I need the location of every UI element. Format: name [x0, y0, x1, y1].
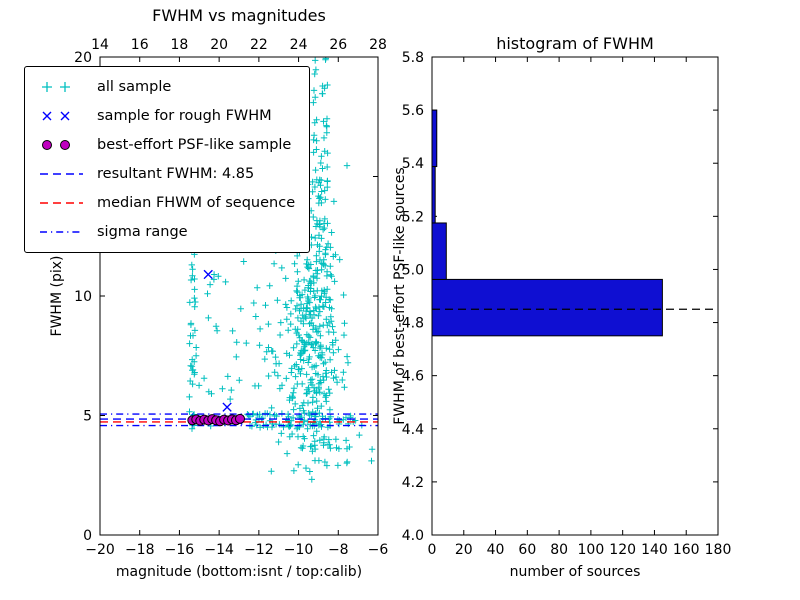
- svg-text:14: 14: [91, 37, 109, 53]
- legend-item-median-fwhm: median FHWM of sequence: [39, 192, 295, 214]
- svg-text:4.6: 4.6: [402, 369, 424, 385]
- legend-label: sigma range: [97, 224, 188, 240]
- svg-text:−20: −20: [85, 542, 115, 558]
- svg-text:24: 24: [290, 37, 308, 53]
- svg-text:4.0: 4.0: [402, 528, 424, 544]
- svg-text:120: 120: [609, 542, 636, 558]
- legend-item-sigma-range: sigma range: [39, 221, 295, 243]
- legend-item-all-sample: all sample: [39, 76, 295, 98]
- legend-label: all sample: [97, 79, 172, 95]
- svg-text:−16: −16: [165, 542, 195, 558]
- svg-text:5.8: 5.8: [402, 50, 424, 66]
- legend: all sample sample for rough FWHM best-ef…: [24, 66, 311, 253]
- svg-text:−18: −18: [125, 542, 155, 558]
- circle-marker-icon: [39, 138, 85, 152]
- svg-text:100: 100: [578, 542, 605, 558]
- histogram-bars: [431, 109, 663, 337]
- right-plot-ylabel: FWHM of best-effort PSF-like sources: [392, 167, 408, 425]
- rough-fwhm-markers: [192, 269, 243, 425]
- psf-sample-markers: [187, 413, 245, 427]
- right-plot-title: histogram of FWHM: [496, 34, 654, 53]
- legend-item-resultant-fwhm: resultant FWHM: 4.85: [39, 163, 295, 185]
- svg-text:5.4: 5.4: [402, 156, 424, 172]
- legend-label: sample for rough FWHM: [97, 108, 272, 124]
- svg-text:0: 0: [83, 528, 92, 544]
- svg-text:22: 22: [250, 37, 268, 53]
- right-plot: 0 20 40 60 80 100 120 140 160 180 4.0 4.2 4.4 4.6 4.8 5…: [402, 50, 732, 558]
- svg-text:18: 18: [171, 37, 189, 53]
- svg-text:60: 60: [518, 542, 536, 558]
- svg-text:5.6: 5.6: [402, 103, 424, 119]
- legend-item-rough-fwhm: sample for rough FWHM: [39, 105, 295, 127]
- svg-text:80: 80: [550, 542, 568, 558]
- legend-item-psf-sample: best-effort PSF-like sample: [39, 134, 295, 156]
- left-plot-xlabel: magnitude (bottom:isnt / top:calib): [115, 564, 363, 580]
- legend-label: resultant FWHM: 4.85: [97, 166, 255, 182]
- left-plot-ylabel: FWHM (pix): [49, 255, 65, 337]
- right-plot-xlabel: number of sources: [509, 564, 641, 580]
- svg-text:4.2: 4.2: [402, 475, 424, 491]
- legend-label: best-effort PSF-like sample: [97, 137, 292, 153]
- legend-label: median FHWM of sequence: [97, 195, 296, 211]
- svg-text:−14: −14: [204, 542, 234, 558]
- svg-text:16: 16: [131, 37, 149, 53]
- svg-text:140: 140: [641, 542, 668, 558]
- dashdot-line-icon: [39, 225, 85, 239]
- svg-text:0: 0: [428, 542, 437, 558]
- svg-text:−10: −10: [284, 542, 314, 558]
- svg-text:5.0: 5.0: [402, 262, 424, 278]
- svg-text:10: 10: [74, 289, 92, 305]
- dashed-line-icon: [39, 167, 85, 181]
- left-plot: −20 14 −18 16 −16 18 −14 20 −12 22 −10 24 −8 26 −6 28 0 5…: [74, 37, 388, 558]
- plus-marker-icon: [39, 80, 85, 94]
- svg-text:5.2: 5.2: [402, 209, 424, 225]
- svg-text:160: 160: [673, 542, 700, 558]
- svg-text:26: 26: [329, 37, 347, 53]
- scatter-points: [100, 57, 378, 483]
- left-plot-title: FWHM vs magnitudes: [152, 6, 326, 25]
- svg-text:−6: −6: [368, 542, 389, 558]
- svg-text:20: 20: [210, 37, 228, 53]
- x-marker-icon: [39, 109, 85, 123]
- svg-text:5: 5: [83, 409, 92, 425]
- svg-text:20: 20: [455, 542, 473, 558]
- svg-text:−8: −8: [328, 542, 349, 558]
- svg-text:4.4: 4.4: [402, 422, 424, 438]
- svg-text:4.8: 4.8: [402, 316, 424, 332]
- svg-text:28: 28: [369, 37, 387, 53]
- svg-text:20: 20: [74, 50, 92, 66]
- svg-text:40: 40: [487, 542, 505, 558]
- svg-text:−12: −12: [244, 542, 274, 558]
- svg-text:180: 180: [705, 542, 732, 558]
- dashed-line-icon: [39, 196, 85, 210]
